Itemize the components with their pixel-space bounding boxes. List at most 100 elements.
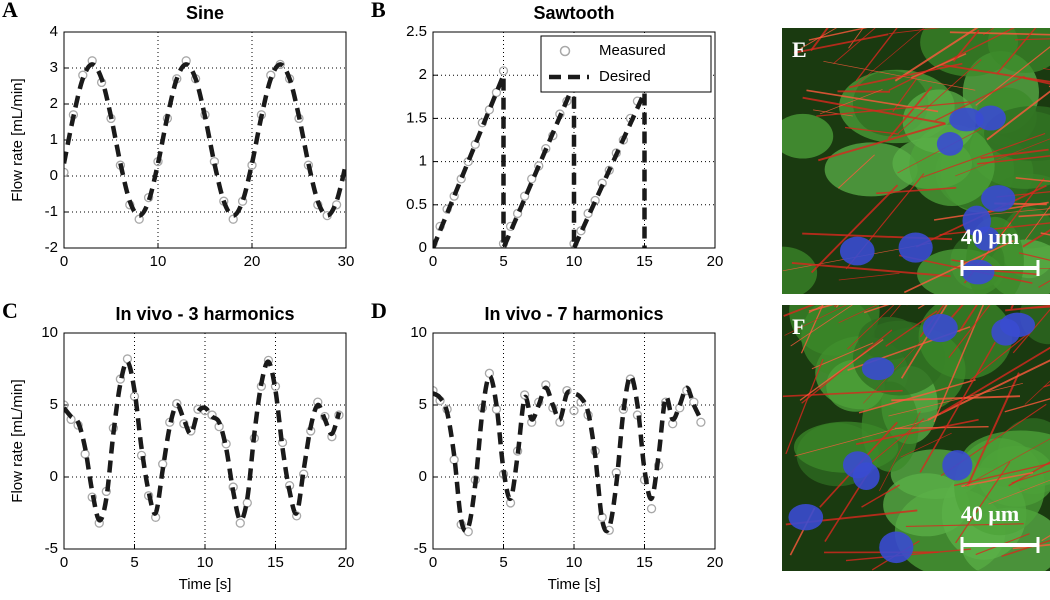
actin-fiber xyxy=(887,86,933,140)
axes-frame xyxy=(432,31,716,249)
y-tick-label: 0 xyxy=(419,468,427,485)
measured-point xyxy=(512,208,523,219)
measured-point xyxy=(291,511,302,521)
cell-body xyxy=(793,421,899,473)
plot-data xyxy=(433,368,706,537)
actin-fiber xyxy=(885,310,938,347)
chart-title: Sawtooth xyxy=(534,3,615,23)
actin-fiber xyxy=(1011,470,1050,484)
measured-point xyxy=(527,174,537,184)
plot-data xyxy=(433,66,647,248)
actin-fiber xyxy=(921,132,1046,178)
x-tick-label: 10 xyxy=(566,554,583,571)
actin-fiber xyxy=(966,372,1020,487)
measured-point xyxy=(696,417,706,427)
y-tick-label: -2 xyxy=(45,239,58,256)
y-tick-label: 4 xyxy=(50,23,58,40)
nucleus xyxy=(936,132,964,156)
chart-title: In vivo - 7 harmonics xyxy=(484,304,663,324)
y-tick-label: 0.5 xyxy=(406,196,427,213)
plot-data xyxy=(64,354,344,528)
actin-fiber xyxy=(1018,252,1050,261)
x-tick-label: 20 xyxy=(244,253,261,270)
nucleus xyxy=(788,503,824,531)
actin-fiber xyxy=(800,305,824,354)
measured-point xyxy=(334,410,344,420)
x-axis-label: Time [s] xyxy=(179,576,232,593)
nucleus xyxy=(922,313,958,343)
x-tick-label: 20 xyxy=(707,253,724,270)
actin-fiber xyxy=(894,426,989,430)
y-axis-label: Flow rate [mL/min] xyxy=(9,379,26,502)
y-tick-label: 2.5 xyxy=(406,23,427,40)
y-tick-label: 1.5 xyxy=(406,109,427,126)
nucleus xyxy=(861,357,895,381)
actin-fiber xyxy=(799,28,838,50)
actin-fiber xyxy=(810,184,899,274)
actin-fiber xyxy=(838,305,878,324)
y-tick-label: 5 xyxy=(419,396,427,413)
panel-label: E xyxy=(792,37,807,62)
actin-fiber xyxy=(892,78,918,112)
chart-title: In vivo - 3 harmonics xyxy=(115,304,294,324)
nucleus xyxy=(991,318,1021,346)
actin-fiber xyxy=(888,382,1024,417)
actin-fiber xyxy=(986,90,1050,141)
x-tick-label: 0 xyxy=(429,554,437,571)
actin-fiber xyxy=(858,379,976,414)
actin-fiber xyxy=(888,28,941,35)
actin-fiber xyxy=(935,75,1025,122)
nucleus xyxy=(942,450,973,481)
actin-fiber xyxy=(791,261,951,278)
x-tick-label: 30 xyxy=(338,253,355,270)
axes-frame xyxy=(63,332,347,550)
actin-fiber xyxy=(1015,177,1050,183)
actin-fiber xyxy=(988,208,1050,215)
x-tick-label: 15 xyxy=(636,554,653,571)
actin-fiber xyxy=(833,28,876,64)
panel-label: F xyxy=(792,314,805,339)
actin-fiber xyxy=(819,89,883,115)
actin-fiber xyxy=(861,484,900,508)
actin-fiber xyxy=(816,101,971,117)
y-tick-label: 3 xyxy=(50,59,58,76)
actin-fiber xyxy=(919,341,996,473)
actin-fiber xyxy=(900,432,952,458)
actin-fiber xyxy=(1024,380,1050,405)
actin-fiber xyxy=(838,272,900,281)
desired-line xyxy=(64,359,342,523)
actin-fiber xyxy=(1023,77,1050,85)
panel-label: C xyxy=(2,298,18,323)
actin-fiber xyxy=(818,122,946,162)
actin-fiber xyxy=(847,305,895,350)
nucleus xyxy=(839,236,875,266)
actin-fiber xyxy=(964,438,1050,487)
actin-fiber xyxy=(988,479,1050,505)
actin-fiber xyxy=(790,305,853,347)
actin-fiber xyxy=(863,305,890,314)
actin-fiber xyxy=(782,389,903,398)
measured-point xyxy=(64,400,69,410)
actin-fiber xyxy=(879,411,921,492)
measured-point xyxy=(331,200,342,210)
actin-fiber xyxy=(888,28,1016,92)
actin-fiber xyxy=(927,359,1050,421)
scale-bar-label: 40 μm xyxy=(961,224,1019,249)
x-tick-label: 5 xyxy=(499,253,507,270)
y-tick-label: 2 xyxy=(50,95,58,112)
measured-point xyxy=(235,518,245,528)
axes-frame xyxy=(432,332,716,550)
actin-fiber xyxy=(793,33,889,54)
actin-fiber xyxy=(969,331,1031,381)
y-tick-label: 2 xyxy=(419,66,427,83)
x-axis-label: Time [s] xyxy=(548,576,601,593)
actin-fiber xyxy=(863,418,925,469)
measured-point xyxy=(313,200,323,210)
actin-fiber xyxy=(948,305,991,359)
micrograph xyxy=(782,305,1050,571)
y-tick-label: 10 xyxy=(41,324,58,341)
actin-fiber xyxy=(855,418,979,446)
micrograph xyxy=(782,28,1050,294)
nucleus xyxy=(879,531,914,564)
measured-point xyxy=(498,66,509,76)
